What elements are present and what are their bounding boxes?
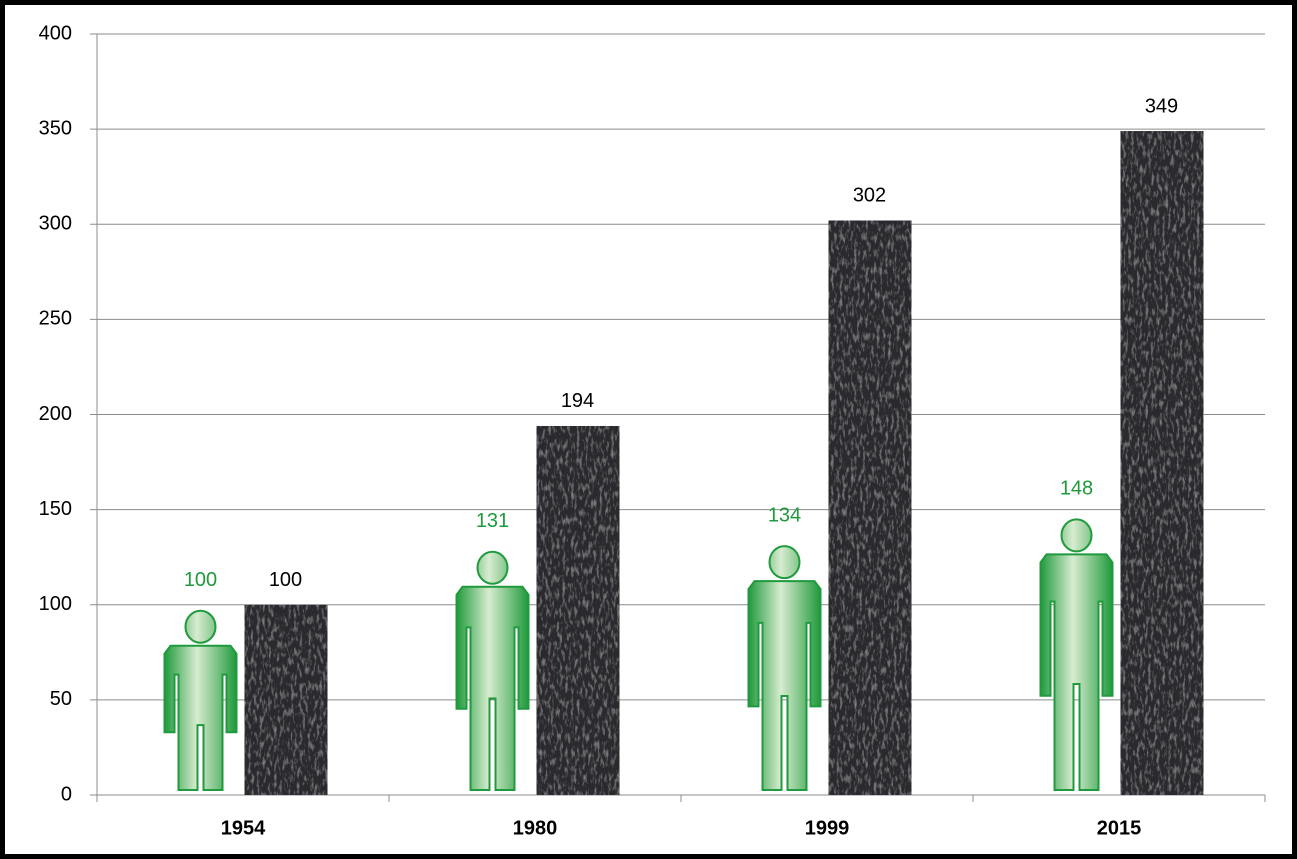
y-tick-label: 250 <box>39 308 72 330</box>
y-tick-label: 0 <box>61 783 72 805</box>
y-tick-label: 50 <box>50 688 72 710</box>
value-label: 349 <box>1145 95 1178 117</box>
x-tick-label: 1980 <box>513 817 558 839</box>
x-tick-label: 2015 <box>1097 817 1142 839</box>
x-tick-label: 1954 <box>221 817 266 839</box>
bar <box>244 604 328 795</box>
y-tick-label: 150 <box>39 498 72 520</box>
y-tick-label: 350 <box>39 117 72 139</box>
value-label: 134 <box>768 504 801 526</box>
bar <box>536 425 620 795</box>
value-label: 100 <box>184 569 217 591</box>
value-label: 194 <box>561 390 594 412</box>
person-marker <box>455 550 530 791</box>
x-tick-label: 1999 <box>805 817 850 839</box>
y-tick-label: 300 <box>39 213 72 235</box>
bar <box>828 220 912 795</box>
value-label: 131 <box>476 510 509 532</box>
y-tick-label: 200 <box>39 403 72 425</box>
y-tick-label: 100 <box>39 593 72 615</box>
person-marker <box>747 545 822 791</box>
value-label: 148 <box>1060 478 1093 500</box>
y-tick-label: 400 <box>39 22 72 44</box>
bar <box>1120 131 1204 796</box>
value-label: 100 <box>269 569 302 591</box>
person-marker <box>1039 518 1114 791</box>
value-label: 302 <box>853 185 886 207</box>
person-marker <box>163 609 238 791</box>
